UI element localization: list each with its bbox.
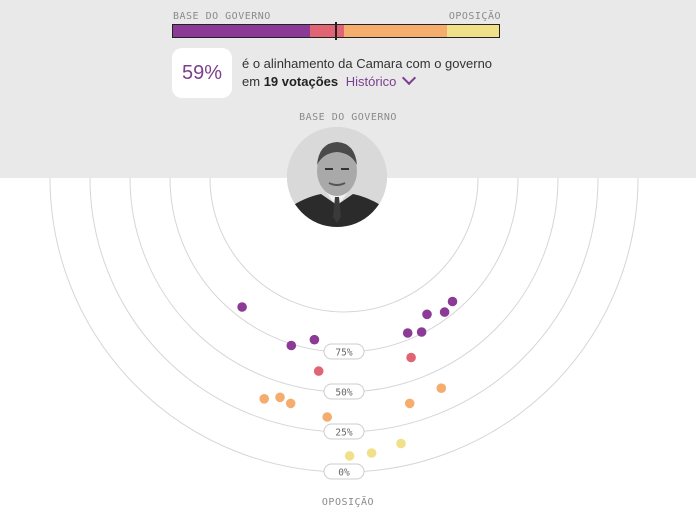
data-point[interactable] [366,448,377,458]
data-point[interactable] [422,309,432,320]
data-point[interactable] [406,352,416,363]
ring-label: 25% [335,428,352,439]
data-point[interactable] [402,328,413,338]
history-label: Histórico [345,74,397,89]
data-point[interactable] [275,392,285,403]
alignment-bar [172,22,500,40]
votes-sentence: em 19 votações Histórico [242,70,417,89]
ring-label: 0% [338,468,350,479]
ring-label-pill [323,343,365,360]
ring-label-pill [323,423,365,440]
votes-prefix: em [242,74,261,89]
data-point[interactable] [313,366,324,376]
data-point[interactable] [404,398,415,409]
data-point[interactable] [396,438,406,449]
bar-base-label: BASE DO GOVERNO [173,11,271,22]
ring-label: 75% [335,348,352,359]
data-point[interactable] [285,398,296,409]
data-point[interactable] [439,307,450,317]
data-point[interactable] [436,383,447,394]
data-point[interactable] [259,394,270,404]
data-point[interactable] [309,334,320,345]
alignment-percent: 59% [172,48,232,98]
ring-label-pill [323,383,365,400]
avatar [287,127,387,227]
bar-opposition-label: OPOSIÇÃO [448,11,501,22]
bar-segment-lean-opposition [344,25,447,37]
data-point[interactable] [447,296,458,307]
ring-arc-100 [209,177,479,313]
votes-count: 19 votações [263,74,339,89]
ring-label-pill [323,463,365,480]
data-point[interactable] [322,412,333,422]
data-point[interactable] [237,302,247,312]
bar-segment-opposition [446,25,499,37]
chart-top-label: BASE DO GOVERNO [299,112,397,123]
data-point[interactable] [344,451,355,461]
chart-bottom-label: OPOSIÇÃO [321,497,375,508]
alignment-sentence: é o alinhamento da Camara com o governo [242,56,493,71]
bar-segment-strong-base [173,25,310,37]
bar-marker [335,22,337,40]
history-link[interactable]: Histórico [345,70,417,89]
data-point[interactable] [416,327,427,337]
ring-label: 50% [335,388,352,399]
data-point[interactable] [286,340,297,351]
person-portrait-icon [287,127,387,227]
